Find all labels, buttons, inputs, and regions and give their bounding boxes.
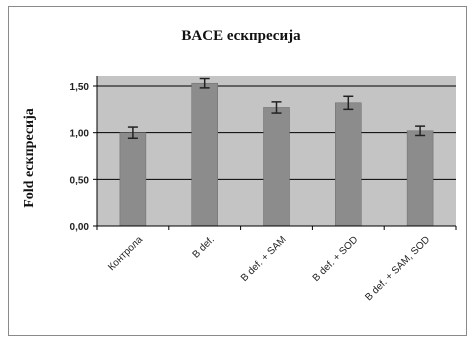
bar [335,102,362,227]
chart-title: BACE ескпресија [181,28,301,44]
error-bars [127,77,426,140]
bar [406,130,434,227]
y-tick-label: 1,50 [70,82,90,93]
bar [191,82,218,227]
y-axis-ticks: 0,00 0,50 1,00 1,50 [70,82,97,233]
x-tick-label: B def. + SOD [311,234,361,284]
x-tick-label: B def. [191,234,217,260]
x-tick-label: Контрола [106,234,145,273]
x-axis-ticks: Контрола B def. B def. + SAM B def. + SOD B … [96,226,457,303]
y-axis-label: Fold ескпресија [22,108,37,208]
bar [263,107,290,227]
y-tick-label: 1,00 [70,129,90,140]
x-tick-label: B def. + SAM, SOD [363,234,432,303]
x-tick-label: B def. + SAM [239,234,289,284]
y-tick-label: 0,00 [70,222,90,233]
bar [119,132,147,227]
bars [119,82,434,227]
y-tick-label: 0,50 [70,175,90,186]
